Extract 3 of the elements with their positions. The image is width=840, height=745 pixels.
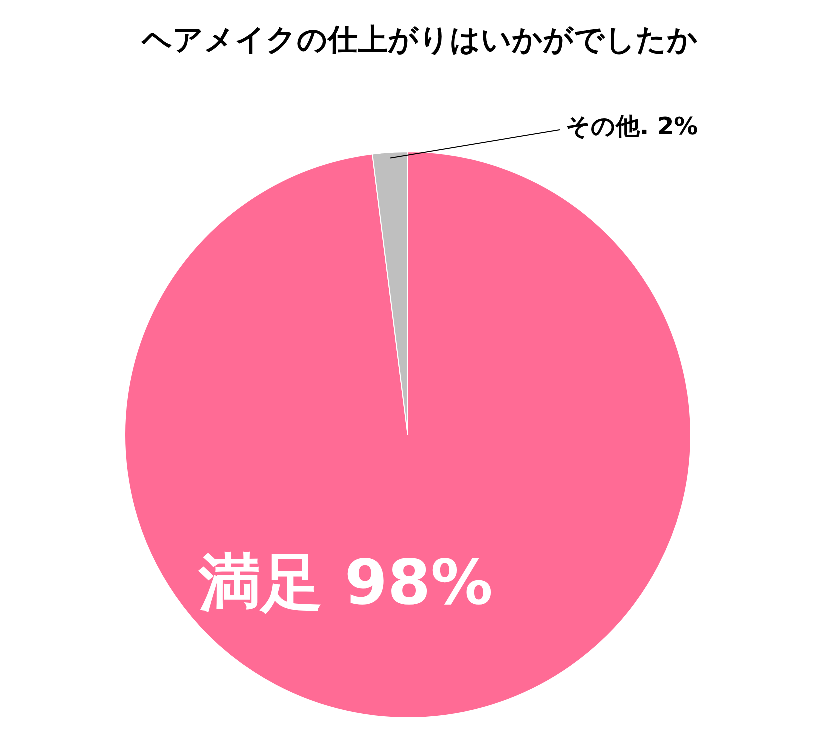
slice-label: その他. 2% xyxy=(566,112,698,141)
slice-label: 満足 98% xyxy=(198,546,494,619)
chart-title: ヘアメイクの仕上がりはいかがでしたか xyxy=(141,23,698,58)
